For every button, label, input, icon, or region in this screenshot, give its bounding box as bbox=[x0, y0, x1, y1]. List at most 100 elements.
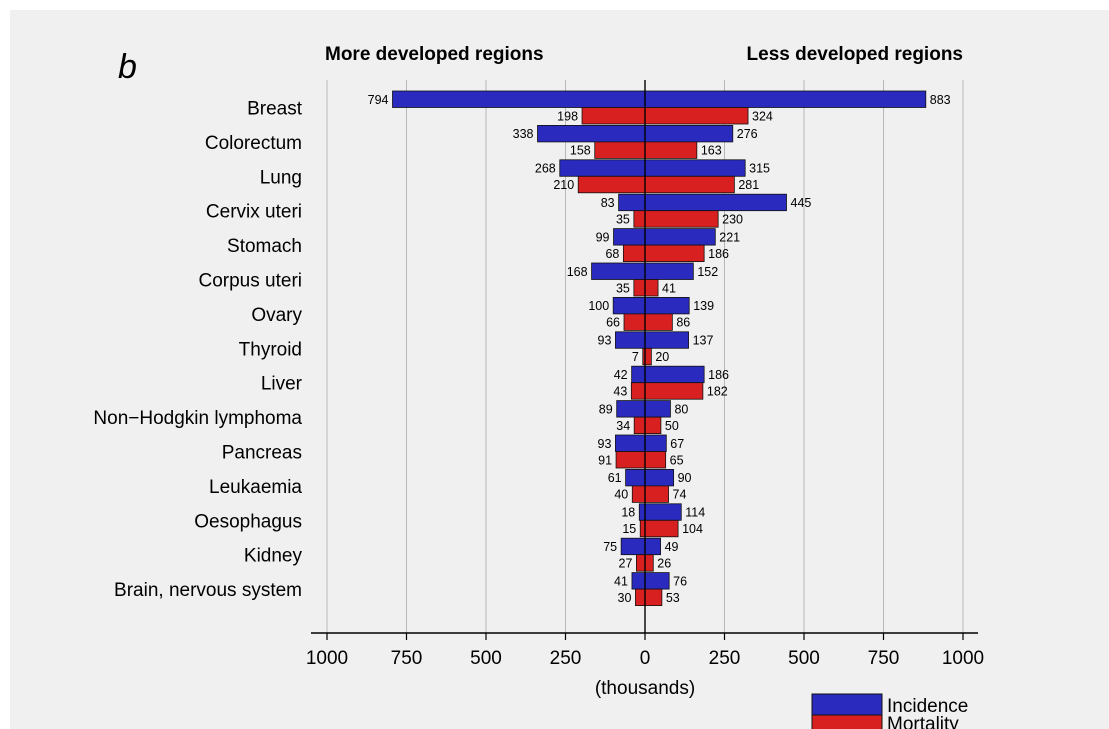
x-tick-label: 500 bbox=[788, 648, 820, 669]
value-label-right-mortality: 230 bbox=[722, 212, 743, 226]
bar-right-incidence bbox=[644, 572, 670, 590]
value-label-right-incidence: 139 bbox=[693, 299, 714, 313]
category-labels: Breast Colorectum Lung Cervix uteri Stomach C… bbox=[93, 99, 302, 602]
legend: Incidence Mortality bbox=[811, 693, 968, 729]
value-label-right-mortality: 86 bbox=[676, 316, 690, 330]
category-label: Lung bbox=[260, 167, 302, 188]
bar-right-incidence bbox=[644, 468, 675, 487]
right-title: Less developed regions bbox=[747, 44, 963, 65]
value-label-right-incidence: 76 bbox=[673, 574, 687, 588]
bar-left-incidence bbox=[616, 400, 646, 418]
category-label: Cervix uteri bbox=[206, 202, 302, 223]
value-label-left-mortality: 43 bbox=[613, 384, 627, 398]
value-label-left-incidence: 93 bbox=[598, 437, 612, 451]
bar-right-incidence bbox=[644, 159, 746, 177]
value-label-right-incidence: 67 bbox=[670, 437, 684, 451]
x-tick-label: 250 bbox=[550, 648, 582, 669]
bar-left-mortality bbox=[636, 554, 646, 572]
bar-right-incidence bbox=[644, 296, 690, 315]
value-label-right-incidence: 315 bbox=[749, 162, 770, 176]
value-label-right-incidence: 90 bbox=[678, 471, 692, 485]
x-tick-label: 500 bbox=[470, 648, 502, 669]
bar-left-incidence bbox=[615, 434, 646, 452]
bar-right-incidence bbox=[644, 331, 689, 349]
bar-left-mortality bbox=[633, 210, 646, 228]
value-label-right-mortality: 281 bbox=[738, 178, 759, 192]
value-label-right-incidence: 80 bbox=[674, 402, 688, 416]
left-title: More developed regions bbox=[325, 44, 544, 65]
bar-left-mortality bbox=[631, 485, 646, 503]
bar-right-mortality bbox=[644, 519, 679, 538]
value-label-right-mortality: 65 bbox=[670, 453, 684, 467]
value-label-left-mortality: 68 bbox=[605, 247, 619, 261]
legend-label-mortality: Mortality bbox=[887, 714, 959, 729]
bar-right-incidence bbox=[644, 503, 682, 521]
value-label-left-mortality: 198 bbox=[557, 109, 578, 123]
bar-left-mortality bbox=[577, 175, 646, 194]
bar-right-mortality bbox=[644, 382, 704, 400]
value-label-right-incidence: 883 bbox=[930, 93, 951, 107]
bar-right-incidence bbox=[644, 262, 694, 280]
bar-right-mortality bbox=[644, 279, 659, 297]
bar-left-incidence bbox=[631, 572, 646, 590]
x-axis-label: (thousands) bbox=[595, 678, 695, 699]
value-label-right-mortality: 26 bbox=[657, 556, 671, 570]
x-tick-label: 750 bbox=[868, 648, 900, 669]
bar-left-incidence bbox=[638, 503, 646, 521]
bar-right-mortality bbox=[644, 588, 663, 606]
bar-right-mortality bbox=[644, 347, 652, 366]
value-label-left-mortality: 7 bbox=[632, 350, 639, 364]
value-label-left-incidence: 89 bbox=[599, 402, 613, 416]
legend-swatch-incidence bbox=[811, 693, 883, 716]
bar-right-mortality bbox=[644, 175, 735, 194]
category-label: Corpus uteri bbox=[199, 271, 303, 292]
bar-right-mortality bbox=[644, 554, 654, 572]
bar-left-mortality bbox=[615, 451, 646, 469]
figure-panel: 794 198 883 324 338 158 276 163 268 210 315 281 83 35… bbox=[10, 10, 1109, 729]
bars bbox=[392, 90, 927, 606]
bar-left-incidence bbox=[615, 331, 646, 349]
value-label-right-incidence: 445 bbox=[791, 196, 812, 210]
value-label-left-incidence: 61 bbox=[608, 471, 622, 485]
value-label-right-mortality: 53 bbox=[666, 591, 680, 605]
value-label-right-mortality: 186 bbox=[708, 247, 729, 261]
category-label: Breast bbox=[247, 99, 303, 120]
bar-left-incidence bbox=[612, 296, 646, 315]
value-label-left-incidence: 41 bbox=[614, 574, 628, 588]
value-label-right-incidence: 186 bbox=[708, 368, 729, 382]
category-label: Kidney bbox=[244, 546, 303, 567]
value-label-right-mortality: 182 bbox=[707, 384, 728, 398]
value-label-right-incidence: 137 bbox=[693, 334, 714, 348]
bar-right-mortality bbox=[644, 313, 673, 331]
x-axis: 1000 750 500 250 0 250 500 750 1000 bbox=[306, 80, 984, 669]
value-label-left-mortality: 158 bbox=[570, 144, 591, 158]
bar-left-incidence bbox=[631, 365, 646, 384]
value-label-right-incidence: 221 bbox=[719, 230, 740, 244]
value-label-left-mortality: 15 bbox=[622, 522, 636, 536]
x-tick-label: 1000 bbox=[306, 648, 348, 669]
value-label-left-mortality: 40 bbox=[614, 488, 628, 502]
value-label-left-incidence: 794 bbox=[368, 93, 389, 107]
value-label-left-incidence: 75 bbox=[603, 540, 617, 554]
value-label-left-incidence: 83 bbox=[601, 196, 615, 210]
value-label-right-incidence: 114 bbox=[685, 506, 705, 520]
x-tick-label: 1000 bbox=[942, 648, 984, 669]
value-label-left-incidence: 338 bbox=[513, 127, 534, 141]
value-label-left-mortality: 34 bbox=[616, 419, 630, 433]
value-label-right-mortality: 163 bbox=[701, 144, 722, 158]
bar-right-incidence bbox=[644, 434, 667, 452]
category-label: Leukaemia bbox=[209, 477, 302, 498]
value-labels: 7941988833243381582761632682103152818335… bbox=[368, 93, 951, 605]
bar-right-mortality bbox=[644, 244, 705, 263]
value-label-right-incidence: 49 bbox=[665, 540, 679, 554]
bar-right-mortality bbox=[644, 485, 669, 503]
bar-right-incidence bbox=[644, 400, 671, 418]
value-label-left-mortality: 30 bbox=[618, 591, 632, 605]
bar-right-incidence bbox=[644, 193, 787, 212]
bar-right-mortality bbox=[644, 451, 667, 469]
value-label-right-mortality: 50 bbox=[665, 419, 679, 433]
diverging-bar-chart: 7941988833243381582761632682103152818335… bbox=[93, 44, 984, 729]
bar-left-mortality bbox=[630, 382, 646, 400]
category-label: Ovary bbox=[251, 305, 302, 326]
bar-right-mortality bbox=[644, 141, 698, 159]
